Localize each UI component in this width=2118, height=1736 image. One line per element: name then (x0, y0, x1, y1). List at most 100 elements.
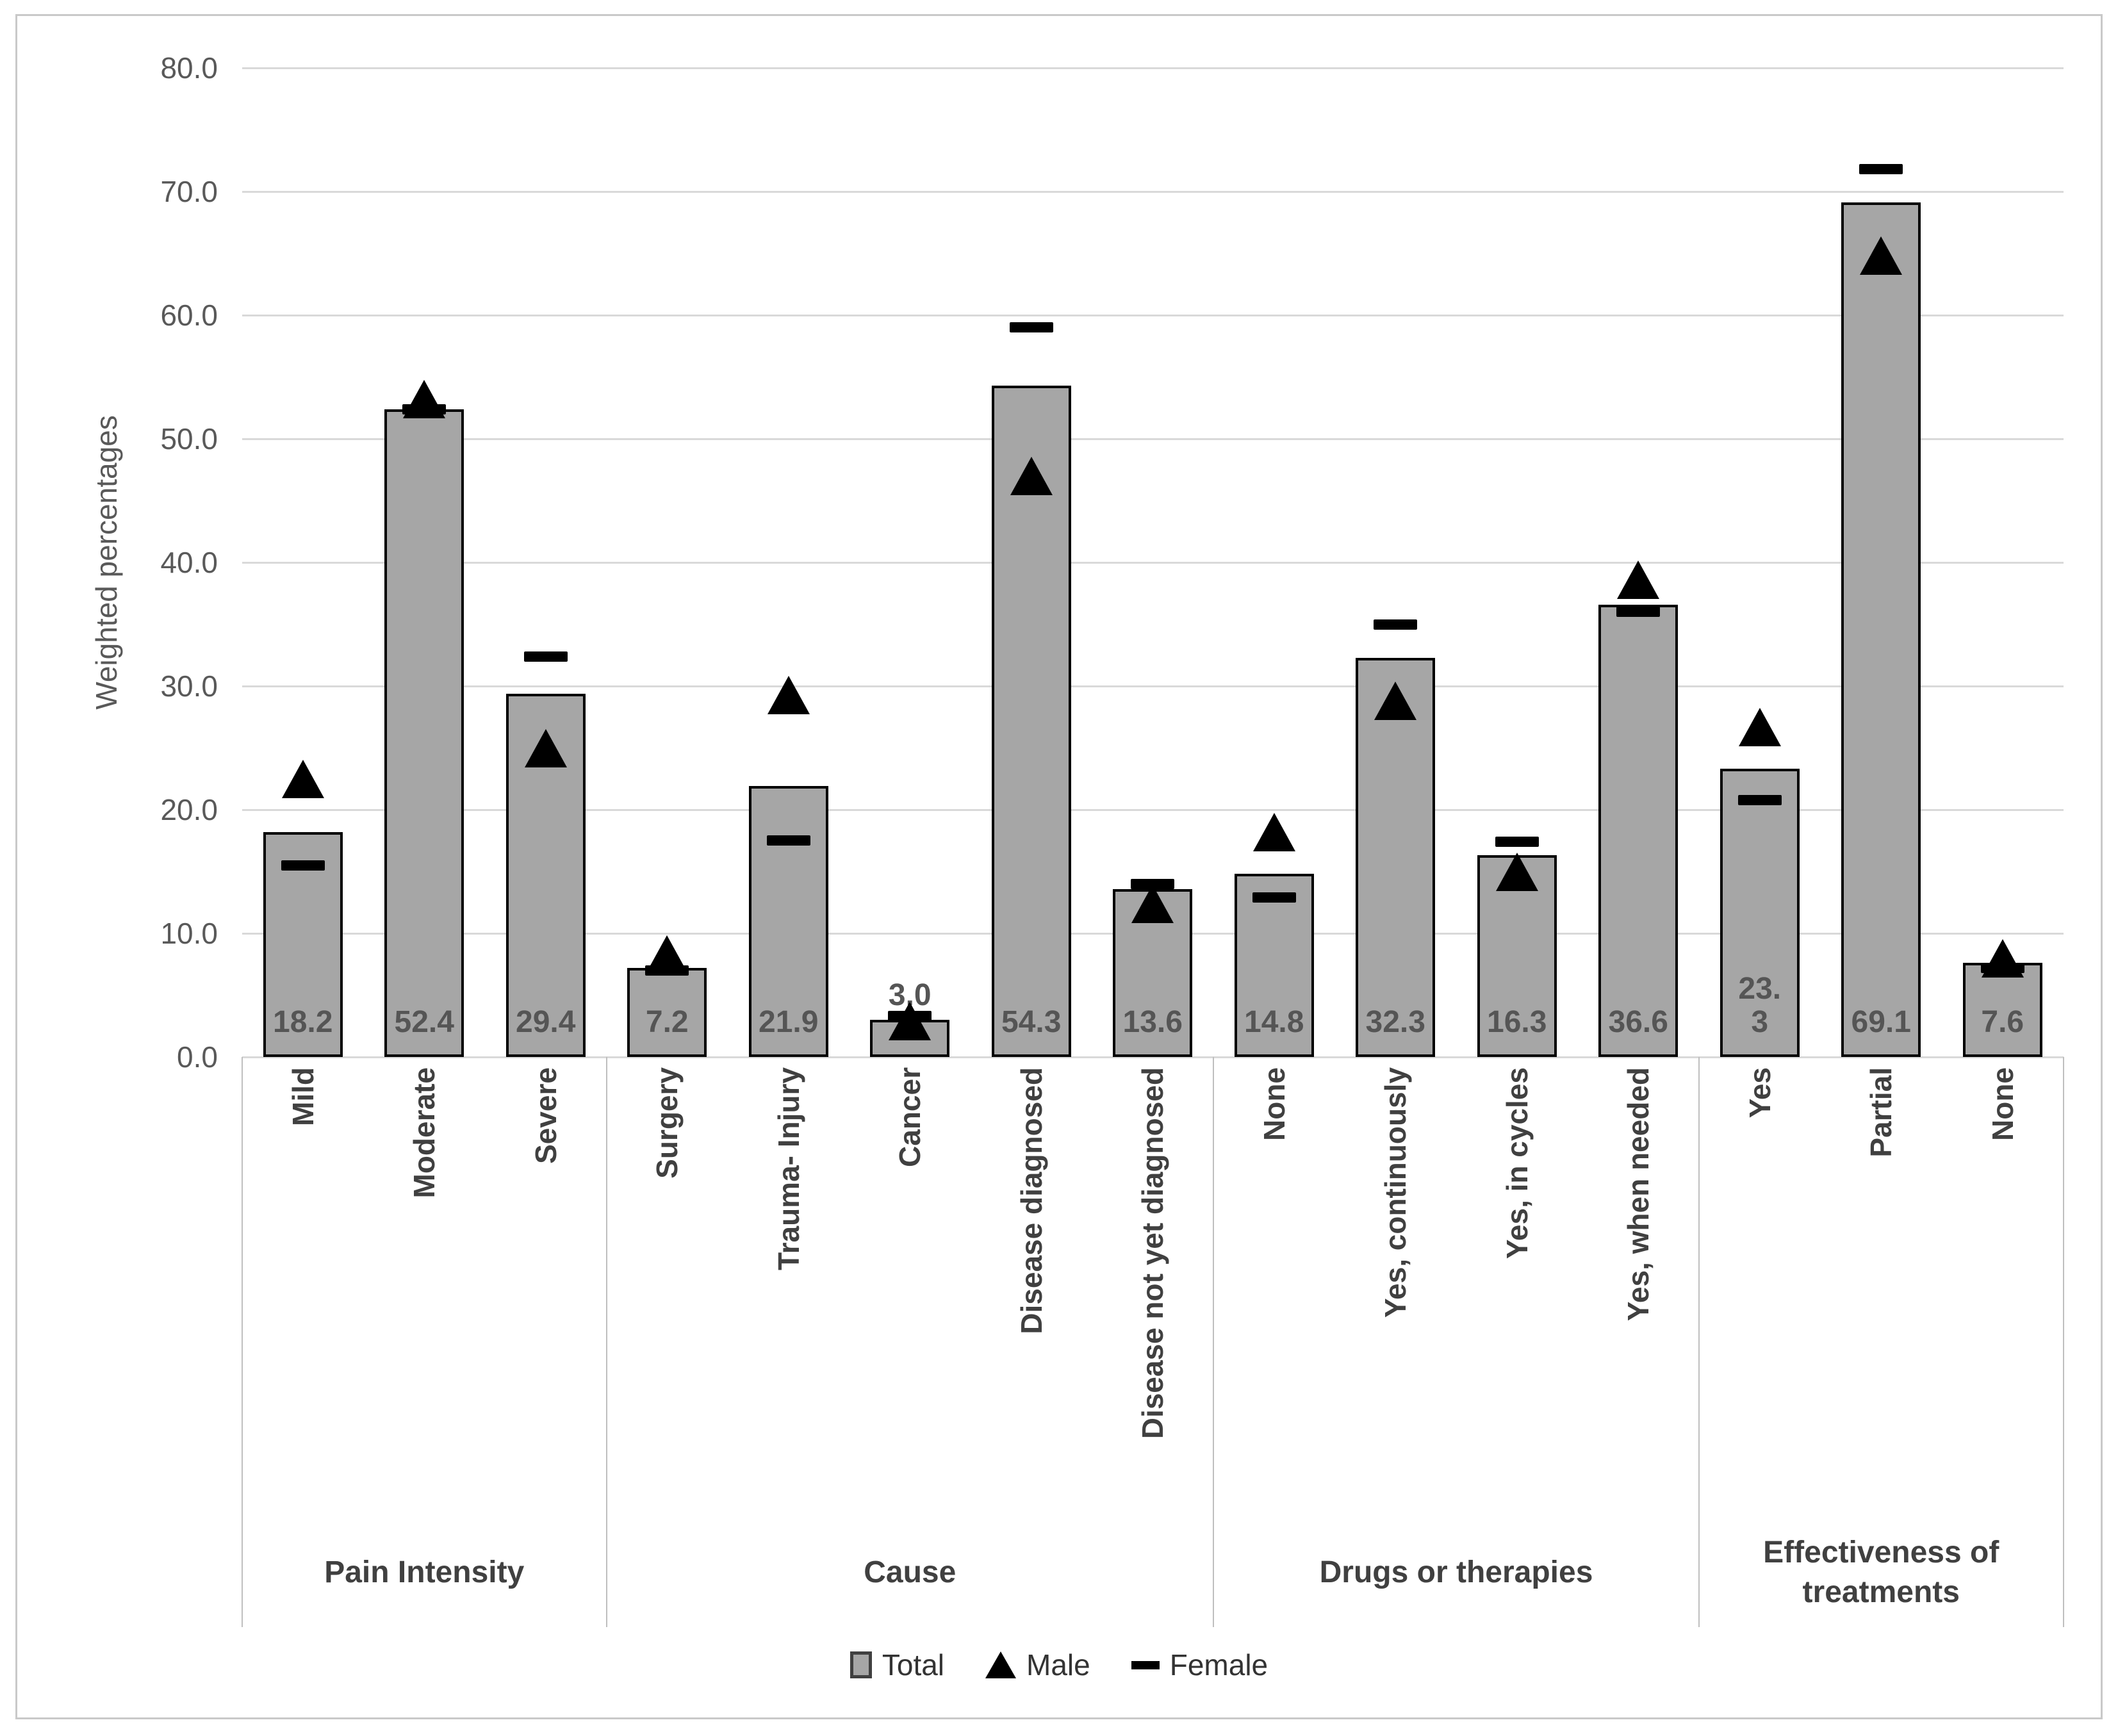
gridline (242, 1056, 2064, 1058)
bar-disease-diagnosed (991, 386, 1071, 1057)
bar-value-label: 13.6 (1122, 1005, 1183, 1039)
female-dash-marker (523, 651, 568, 662)
bar-none (1962, 963, 2042, 1057)
y-tick-label: 10.0 (160, 917, 218, 950)
male-triangle-marker (524, 728, 567, 767)
legend-label-female: Female (1169, 1648, 1268, 1682)
legend-label-total: Total (882, 1648, 945, 1682)
bar-moderate (384, 409, 464, 1057)
female-dash-marker (645, 965, 689, 976)
male-triangle-marker (1860, 236, 1903, 275)
female-dash-marker (1131, 878, 1175, 889)
bar-trauma-injury (748, 786, 828, 1057)
category-label: Surgery (650, 1067, 684, 1179)
female-dash-marker (888, 1011, 932, 1022)
category-label-yes-continuously-wrap: Yes, continuously (1379, 1067, 1413, 1531)
category-label: Yes, continuously (1379, 1067, 1413, 1318)
male-triangle-marker (1252, 812, 1295, 851)
category-label-yes-in-cycles-wrap: Yes, in cycles (1500, 1067, 1534, 1531)
bar-value-label: 16.3 (1487, 1005, 1547, 1039)
male-triangle-marker (889, 1002, 932, 1041)
group-label-drugs-or-therapies: Drugs or therapies (1213, 1518, 1699, 1627)
total-square-swatch-icon (850, 1651, 872, 1678)
female-dash-marker (1616, 607, 1661, 618)
category-label: Severe (529, 1067, 562, 1164)
category-label-moderate-wrap: Moderate (407, 1067, 441, 1531)
bar-value-label: 29.4 (516, 1005, 576, 1039)
bar-value-label: 69.1 (1851, 1005, 1911, 1039)
male-triangle-marker (1374, 682, 1417, 721)
male-triangle-marker (281, 759, 324, 798)
bar-yes-continuously (1356, 657, 1436, 1057)
category-label-trauma-injury-wrap: Trauma- Injury (771, 1067, 805, 1531)
group-label-effectiveness-of-treatments: Effectiveness of treatments (1699, 1518, 2064, 1627)
bar-value-label: 18.2 (273, 1005, 333, 1039)
group-label-text: Cause (864, 1555, 956, 1589)
bar-yes (1720, 769, 1800, 1057)
female-dash-marker (1859, 164, 1903, 175)
category-label-none-wrap: None (1985, 1067, 2019, 1531)
male-triangle-icon (985, 1651, 1017, 1678)
gridline (242, 67, 2064, 69)
category-label: Disease not yet diagnosed (1136, 1067, 1170, 1439)
group-label-pain-intensity: Pain Intensity (242, 1518, 607, 1627)
bar-value-label: 14.8 (1244, 1005, 1304, 1039)
legend-item-total: Total (850, 1648, 944, 1682)
y-tick-label: 70.0 (160, 175, 218, 208)
female-dash-marker (1252, 892, 1296, 903)
female-dash-icon (1131, 1660, 1160, 1669)
female-dash-marker (1737, 794, 1782, 805)
category-label: None (1985, 1067, 2019, 1141)
category-label-yes-wrap: Yes (1743, 1067, 1777, 1531)
category-label: Cancer (893, 1067, 927, 1167)
legend-label-male: Male (1026, 1648, 1090, 1682)
male-triangle-marker (1495, 852, 1538, 891)
y-tick-label: 60.0 (160, 299, 218, 332)
category-label-disease-not-yet-diagnosed-wrap: Disease not yet diagnosed (1136, 1067, 1170, 1531)
legend-item-male: Male (985, 1648, 1090, 1682)
male-triangle-marker (1738, 707, 1781, 746)
group-separator (242, 1057, 243, 1627)
female-dash-marker (1009, 322, 1053, 333)
y-tick-label: 50.0 (160, 422, 218, 455)
bar-value-label: 21.9 (759, 1005, 819, 1039)
bar-partial (1841, 202, 1921, 1057)
bar-value-label: 7.2 (645, 1005, 689, 1039)
female-dash-marker (402, 404, 447, 414)
bar-none (1234, 874, 1314, 1057)
group-label-text: Drugs or therapies (1319, 1555, 1593, 1589)
category-label: Yes, in cycles (1500, 1067, 1534, 1259)
category-label-none-wrap: None (1258, 1067, 1291, 1531)
y-tick-label: 0.0 (177, 1040, 218, 1074)
group-label-cause: Cause (607, 1518, 1214, 1627)
group-separator (2062, 1057, 2064, 1627)
y-tick-label: 20.0 (160, 793, 218, 826)
gridline (242, 315, 2064, 316)
category-label: Trauma- Injury (771, 1067, 805, 1270)
gridline (242, 562, 2064, 564)
legend: Total Male Female (0, 1648, 2118, 1682)
category-label: Moderate (407, 1067, 441, 1199)
female-dash-marker (1495, 837, 1539, 848)
category-label-surgery-wrap: Surgery (650, 1067, 684, 1531)
group-separator (1698, 1057, 1700, 1627)
female-dash-marker (281, 860, 325, 871)
category-label: Mild (286, 1067, 320, 1126)
group-label-text: Effectiveness of treatments (1763, 1535, 1999, 1609)
female-dash-marker (1980, 963, 2024, 974)
category-label-severe-wrap: Severe (529, 1067, 562, 1531)
group-label-text: Pain Intensity (324, 1555, 525, 1589)
bar-value-label: 52.4 (394, 1005, 454, 1039)
category-label: Yes, when needed (1621, 1067, 1655, 1322)
bar-value-label: 32.3 (1365, 1005, 1425, 1039)
female-dash-marker (1374, 619, 1418, 630)
category-label-mild-wrap: Mild (286, 1067, 320, 1531)
gridline (242, 809, 2064, 811)
category-label-cancer-wrap: Cancer (893, 1067, 927, 1531)
category-label-partial-wrap: Partial (1864, 1067, 1898, 1531)
gridline (242, 191, 2064, 193)
male-triangle-marker (1131, 884, 1174, 923)
male-triangle-marker (1010, 456, 1053, 495)
male-triangle-marker (767, 675, 810, 714)
